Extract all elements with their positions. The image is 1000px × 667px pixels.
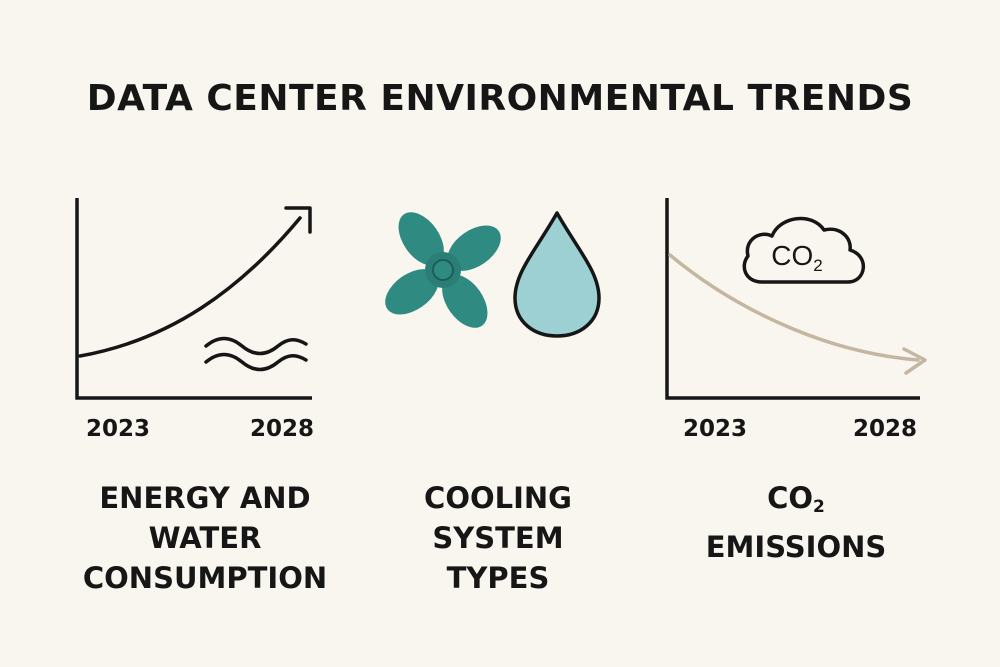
cooling-caption-line-3: TYPES [446, 561, 550, 595]
energy-axes [75, 198, 312, 400]
cooling-caption: COOLING SYSTEM TYPES [348, 478, 648, 598]
water-waves-icon [204, 336, 308, 372]
falling-arrow-icon [902, 347, 927, 375]
energy-caption-line-3: CONSUMPTION [82, 561, 328, 595]
emissions-x-label-start: 2023 [683, 416, 748, 442]
rising-arrow-icon [284, 206, 312, 234]
energy-x-label-end: 2028 [250, 416, 315, 442]
water-drop-icon [513, 211, 601, 338]
emissions-x-label-end: 2028 [853, 416, 918, 442]
energy-rising-curve [78, 216, 302, 358]
cooling-caption-line-2: SYSTEM [432, 521, 564, 555]
energy-x-label-start: 2023 [86, 416, 151, 442]
page-title: DATA CENTER ENVIRONMENTAL TRENDS [86, 78, 914, 119]
emissions-caption: CO2 EMISSIONS [646, 478, 946, 567]
energy-chart [75, 198, 312, 400]
emissions-falling-curve [668, 253, 920, 362]
energy-caption: ENERGY AND WATER CONSUMPTION [55, 478, 355, 598]
emissions-axes [665, 198, 920, 400]
emissions-caption-line-1: CO2 [767, 481, 825, 517]
energy-caption-line-2: WATER [148, 521, 262, 555]
co2-cloud-icon [742, 216, 866, 284]
energy-caption-line-1: ENERGY AND [99, 481, 311, 515]
cloud-co2-label: CO2 [771, 240, 822, 275]
emissions-chart: CO2 [665, 198, 927, 400]
fan-icon [385, 212, 501, 328]
cooling-caption-line-1: COOLING [424, 481, 572, 515]
emissions-caption-line-2: EMISSIONS [705, 530, 887, 564]
